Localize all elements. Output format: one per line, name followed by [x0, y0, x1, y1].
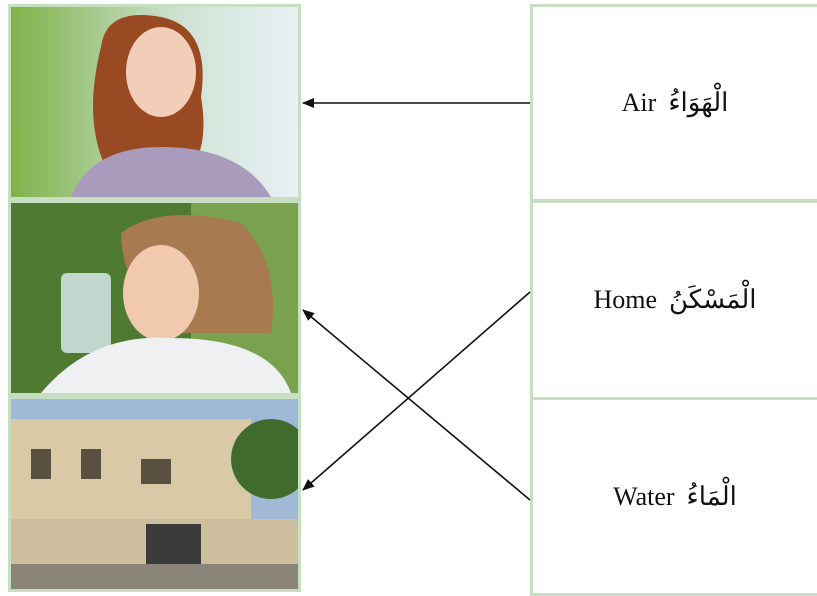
worksheet: Air الْهَوَاءُ Home الْمَسْكَنُ Water ال…	[0, 0, 817, 596]
arrow	[303, 292, 530, 490]
arrows	[0, 0, 817, 596]
arrow	[303, 310, 530, 500]
